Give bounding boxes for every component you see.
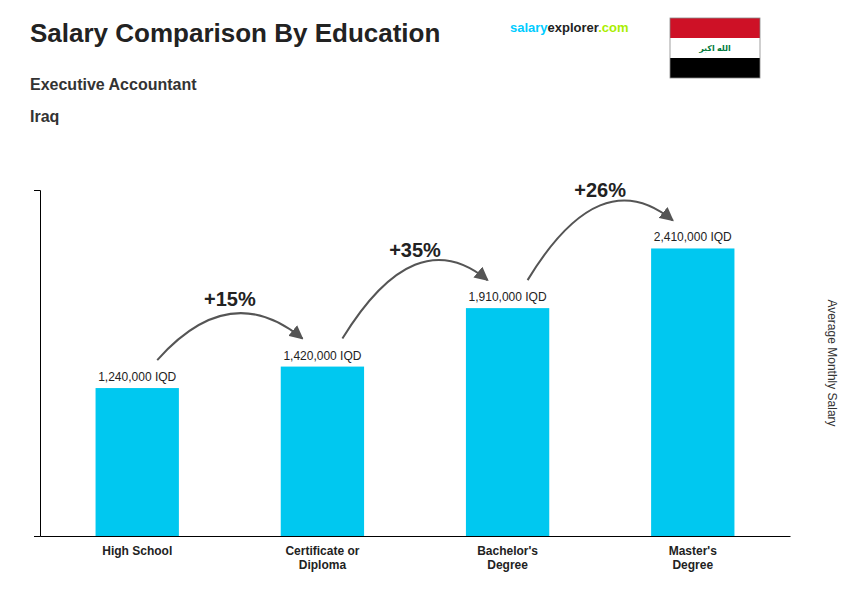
value-label: 2,410,000 IQD bbox=[654, 230, 732, 244]
change-label: +35% bbox=[389, 239, 441, 261]
bar bbox=[651, 248, 734, 536]
annotations: +15% +35% +26% bbox=[157, 179, 673, 360]
change-arrow bbox=[528, 200, 673, 280]
flag-border bbox=[670, 18, 760, 78]
x-tick-label: High School bbox=[102, 544, 172, 558]
bar bbox=[96, 388, 179, 536]
flag-stripe bbox=[670, 18, 760, 38]
change-arrow bbox=[342, 260, 487, 339]
x-axis-line bbox=[41, 536, 791, 537]
value-label: 1,910,000 IQD bbox=[469, 290, 547, 304]
value-label: 1,240,000 IQD bbox=[98, 370, 176, 384]
x-tick-label-line: Certificate or bbox=[285, 544, 359, 558]
brand-part: .com bbox=[598, 20, 628, 35]
brand-part: salary bbox=[510, 20, 548, 35]
y-axis bbox=[34, 191, 41, 537]
chart: Salary Comparison By Education Executive … bbox=[0, 0, 850, 606]
value-labels: 1,240,000 IQD 1,420,000 IQD 1,910,000 IQD 2… bbox=[98, 230, 732, 384]
bars bbox=[96, 248, 735, 536]
x-axis: High School Certificate orDiploma Bachelor… bbox=[41, 537, 791, 572]
value-label: 1,420,000 IQD bbox=[283, 349, 361, 363]
plot: High School Certificate orDiploma Bachelor… bbox=[34, 179, 791, 572]
x-tick-label: Bachelor'sDegree bbox=[477, 544, 538, 572]
x-tick: High School bbox=[102, 544, 172, 558]
flag-stripe bbox=[670, 38, 760, 58]
x-tick-label-line: Master's bbox=[669, 544, 718, 558]
country: Iraq bbox=[30, 108, 59, 125]
x-tick: Master'sDegree bbox=[669, 544, 718, 572]
x-tick-label-line: High School bbox=[102, 544, 172, 558]
flag-stripe bbox=[670, 58, 760, 78]
x-tick-label-line: Degree bbox=[672, 558, 713, 572]
y-axis-line bbox=[34, 191, 41, 537]
title: Salary Comparison By Education bbox=[30, 18, 440, 48]
bar bbox=[281, 367, 364, 536]
flag: الله اكبر bbox=[670, 18, 760, 78]
x-tick: Bachelor'sDegree bbox=[477, 544, 538, 572]
x-tick-label-line: Diploma bbox=[299, 558, 347, 572]
x-tick: Certificate orDiploma bbox=[285, 544, 359, 572]
bar bbox=[466, 308, 549, 536]
y-axis-title: Average Monthly Salary bbox=[825, 299, 839, 426]
brand-part: explorer bbox=[548, 20, 599, 35]
subtitle: Executive Accountant bbox=[30, 76, 197, 93]
change-label: +26% bbox=[574, 179, 626, 201]
x-tick-label: Certificate orDiploma bbox=[285, 544, 359, 572]
x-tick-label: Master'sDegree bbox=[669, 544, 718, 572]
x-tick-label-line: Degree bbox=[487, 558, 528, 572]
change-arrow bbox=[157, 313, 302, 360]
x-tick-label-line: Bachelor's bbox=[477, 544, 538, 558]
change-label: +15% bbox=[204, 288, 256, 310]
brand: salaryexplorer.com bbox=[510, 20, 629, 35]
flag-text: الله اكبر bbox=[698, 44, 731, 53]
